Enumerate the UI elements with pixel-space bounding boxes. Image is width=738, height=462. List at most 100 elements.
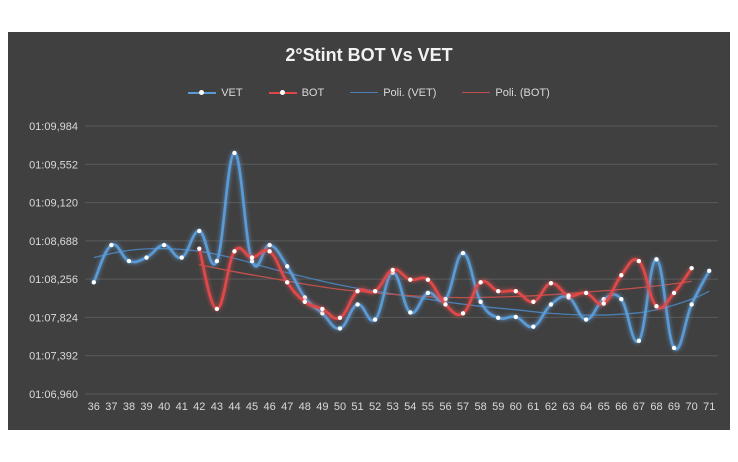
data-point-bot [214,306,220,312]
x-tick-label: 52 [369,401,381,413]
data-point-vet [109,242,114,248]
data-point-vet [285,264,290,269]
x-tick-label: 45 [246,401,258,413]
x-tick-label: 51 [351,401,363,413]
data-point-vet [513,314,518,320]
x-tick-label: 40 [158,401,170,413]
x-tick-label: 42 [193,401,205,413]
legend-label-vet: VET [221,87,243,99]
data-point-vet [689,302,694,307]
data-point-bot [390,267,395,273]
legend-item-bot: BOT [268,87,325,99]
data-point-bot [425,277,431,282]
data-point-vet [355,302,360,307]
x-tick-label: 70 [686,401,698,413]
data-point-vet [443,296,448,302]
x-tick-label: 56 [439,401,451,413]
data-point-bot [496,288,501,294]
data-point-bot [460,311,466,316]
data-point-bot [601,301,606,306]
x-tick-label: 44 [228,401,240,413]
data-point-vet [267,242,272,248]
data-point-bot [531,299,536,305]
data-point-bot [654,304,659,309]
x-tick-label: 66 [615,401,627,413]
chart-area: 2°Stint BOT Vs VET VET BOT Poli. (VET) P… [8,32,730,430]
legend-swatch-poli-bot [462,89,491,97]
data-point-vet [601,296,606,302]
x-tick-label: 59 [492,401,504,413]
x-tick-label: 60 [510,401,522,413]
data-point-bot [689,265,694,271]
data-point-bot [249,255,255,260]
data-point-vet [460,250,466,256]
data-point-vet [179,255,184,260]
x-tick-label: 62 [545,401,557,413]
data-point-vet [126,258,132,264]
x-tick-label: 49 [316,401,328,413]
y-tick-label: 01:09,120 [29,198,78,210]
legend-item-vet: VET [188,87,243,99]
data-point-vet [408,310,413,315]
x-tick-label: 48 [299,401,311,413]
y-tick-label: 01:08,688 [29,236,78,248]
data-point-bot [372,288,378,294]
legend-label-bot: BOT [301,87,325,99]
data-point-vet [496,315,501,320]
data-point-vet [372,317,378,322]
x-tick-label: 47 [281,401,293,413]
data-point-vet [636,338,642,344]
y-tick-label: 01:08,256 [29,274,78,286]
data-point-vet [232,150,237,156]
data-point-bot [671,290,677,296]
y-tick-label: 01:09,552 [29,159,78,171]
data-point-bot [548,281,554,286]
chart-plot: 01:06,960 01:07,392 01:07,824 01:08,256 01:0… [29,121,718,413]
x-tick-label: 36 [88,401,100,413]
data-point-bot [320,306,325,312]
x-tick-label: 55 [422,401,434,413]
series-line-vet [92,151,711,351]
data-point-bot [478,280,483,285]
y-tick-label: 01:09,984 [29,121,78,133]
data-point-vet [619,296,624,302]
data-point-bot [408,277,413,282]
data-point-vet [161,242,167,248]
x-tick-label: 54 [404,401,416,413]
data-point-vet [478,299,483,305]
data-point-bot [443,302,448,307]
data-point-bot [337,315,343,320]
data-point-vet [707,268,712,274]
x-tick-label: 65 [598,401,610,413]
x-tick-label: 71 [703,401,715,413]
data-point-bot [232,249,237,254]
x-tick-label: 41 [176,401,188,413]
legend-swatch-poli-vet [350,89,379,97]
chart-title: 2°Stint BOT Vs VET [285,45,453,65]
legend-label-poli-bot: Poli. (BOT) [495,87,550,99]
data-point-vet [320,311,325,316]
data-point-vet [144,255,149,260]
x-tick-label: 61 [527,401,539,413]
data-point-vet [197,228,202,234]
x-tick-label: 69 [668,401,680,413]
data-point-bot [285,280,290,285]
data-point-vet [654,257,659,262]
data-point-bot [197,246,202,251]
x-tick-label: 58 [475,401,487,413]
data-point-vet [337,326,343,331]
legend-item-poli-vet: Poli. (VET) [350,87,436,99]
data-point-vet [548,302,554,307]
x-tick-label: 46 [264,401,276,413]
x-tick-label: 43 [211,401,223,413]
data-point-vet [425,290,431,296]
data-point-vet [91,280,96,285]
chart-legend: VET BOT Poli. (VET) Poli. (BOT) [8,87,730,99]
data-point-bot [302,299,307,305]
x-tick-label: 64 [580,401,592,413]
x-tick-label: 53 [387,401,399,413]
data-point-bot [513,288,518,294]
legend-swatch-vet [188,89,217,97]
y-tick-label: 01:07,392 [29,351,78,363]
data-point-vet [214,258,220,264]
